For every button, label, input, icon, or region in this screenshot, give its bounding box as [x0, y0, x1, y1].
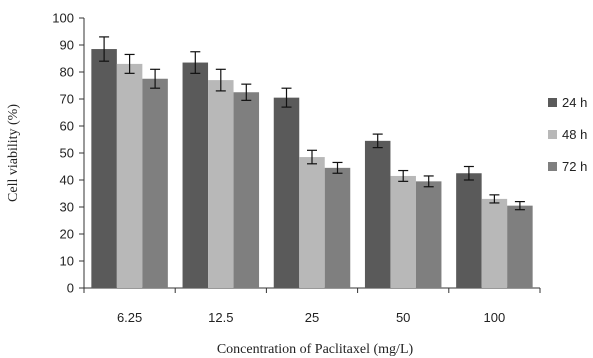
x-tick-label: 50 — [396, 310, 410, 325]
y-tick-label: 90 — [60, 38, 74, 53]
bar — [390, 175, 416, 288]
bar — [415, 181, 442, 288]
x-axis: 6.25 12.5 25 50 100 — [83, 287, 541, 325]
y-tick-label: 70 — [60, 92, 74, 107]
bar — [299, 157, 325, 288]
bar — [324, 167, 351, 288]
bar — [507, 205, 533, 288]
bar — [233, 92, 260, 288]
y-tick-label: 20 — [60, 227, 74, 242]
y-tick-label: 60 — [60, 119, 74, 134]
x-tick-label: 12.5 — [208, 310, 233, 325]
y-tick-label: 40 — [60, 173, 74, 188]
bar — [273, 97, 300, 289]
bars — [91, 36, 533, 289]
x-tick-label: 6.25 — [117, 310, 142, 325]
y-tick-label: 30 — [60, 200, 74, 215]
legend-label: 48 h — [562, 127, 587, 142]
legend-label: 24 h — [562, 95, 587, 110]
y-tick-label: 80 — [60, 65, 74, 80]
bar — [116, 63, 143, 289]
bar — [364, 140, 391, 288]
bar — [142, 78, 168, 288]
bar — [208, 80, 234, 288]
y-tick-label: 10 — [60, 254, 74, 269]
bar — [481, 198, 508, 288]
x-tick-label: 100 — [484, 310, 506, 325]
y-axis: 0 10 20 30 40 50 60 70 80 90 100 — [52, 11, 85, 296]
legend-swatch — [548, 162, 557, 171]
bar — [91, 49, 117, 288]
bar — [182, 62, 209, 288]
legend-swatch — [548, 98, 557, 107]
legend-swatch — [548, 130, 557, 139]
legend: 24 h 48 h 72 h — [548, 95, 587, 174]
y-axis-label: Cell viability (%) — [6, 104, 21, 202]
legend-label: 72 h — [562, 159, 587, 174]
x-tick-label: 25 — [305, 310, 319, 325]
y-tick-label: 0 — [67, 281, 74, 296]
bar — [456, 173, 482, 288]
y-tick-label: 50 — [60, 146, 74, 161]
y-tick-label: 100 — [52, 11, 74, 26]
x-axis-label: Concentration of Paclitaxel (mg/L) — [217, 342, 414, 357]
